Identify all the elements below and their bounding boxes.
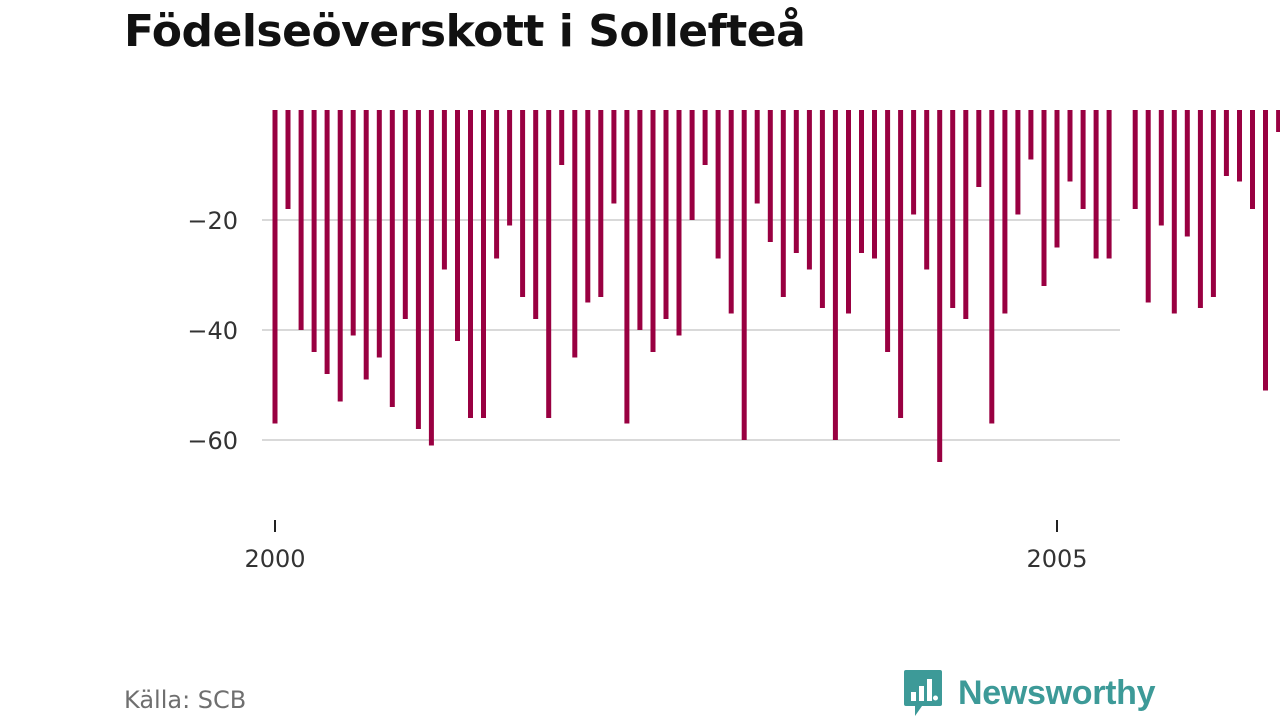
bar [689,110,695,220]
y-axis-labels: −20 −40 −60 [187,207,238,455]
bar [1210,110,1216,297]
bar [1263,110,1268,391]
bar [572,110,578,358]
newsworthy-logo[interactable]: Newsworthy [902,668,1156,718]
bar [1276,110,1280,132]
bar [1197,110,1203,308]
bar [1158,110,1164,226]
bar [350,110,356,336]
bar [1145,110,1151,303]
bar [1041,110,1047,286]
bar [1028,110,1034,160]
bar [507,110,513,226]
bar [1184,110,1190,237]
x-tick-label: 2005 [1026,545,1087,573]
bar [428,110,434,446]
bar [911,110,917,215]
bar [559,110,565,165]
bar [376,110,382,358]
bar [298,110,304,330]
source-note: Källa: SCB [124,686,247,714]
bar [898,110,904,418]
bar [546,110,552,418]
bar [598,110,604,297]
chat-chart-icon [904,670,942,716]
bar [494,110,500,259]
bar [1067,110,1073,182]
bar [624,110,630,424]
bar [285,110,291,209]
bar [676,110,682,336]
bar [650,110,656,352]
bars [272,110,1280,462]
bar [819,110,825,308]
bar [859,110,864,253]
bar [468,110,473,418]
y-tick-label: −20 [187,207,238,235]
bar [780,110,786,297]
bar [272,110,278,424]
bar [1015,110,1021,215]
bar [533,110,539,319]
bar [455,110,460,341]
bar [715,110,721,259]
bar [963,110,969,319]
bar [1080,110,1086,209]
bar [1106,110,1112,259]
bar [741,110,747,440]
bar [363,110,369,380]
bar [937,110,943,462]
bar [311,110,317,352]
bar [402,110,408,319]
bar [989,110,995,424]
bar [702,110,708,165]
bar [976,110,982,187]
bar [520,110,526,297]
bar [415,110,421,429]
bar [793,110,799,253]
bar [1237,110,1242,182]
x-axis: 200020052010201520202025 [244,520,1088,573]
bar [806,110,812,270]
x-tick-label: 2000 [244,545,305,573]
bar [728,110,734,314]
bar [1002,110,1008,314]
bar [754,110,760,204]
bar [1093,110,1099,259]
bar [872,110,877,259]
bar [767,110,773,242]
bar [1054,110,1060,248]
bar [1171,110,1177,314]
bar [324,110,330,374]
bar [1132,110,1138,209]
bar [585,110,591,303]
y-tick-label: −60 [187,427,238,455]
bar [924,110,930,270]
bar [481,110,486,418]
bar [389,110,395,407]
bar [950,110,956,308]
chart-title: Födelseöverskott i Sollefteå [124,6,806,57]
bar [846,110,851,314]
brand-name: Newsworthy [958,673,1156,712]
bar [337,110,343,402]
bar [663,110,669,319]
bar [611,110,617,204]
bar [885,110,891,352]
y-tick-label: −40 [187,317,238,345]
bar [637,110,643,330]
bar [441,110,447,270]
bar [832,110,838,440]
bar [1223,110,1229,176]
bar [1250,110,1255,209]
